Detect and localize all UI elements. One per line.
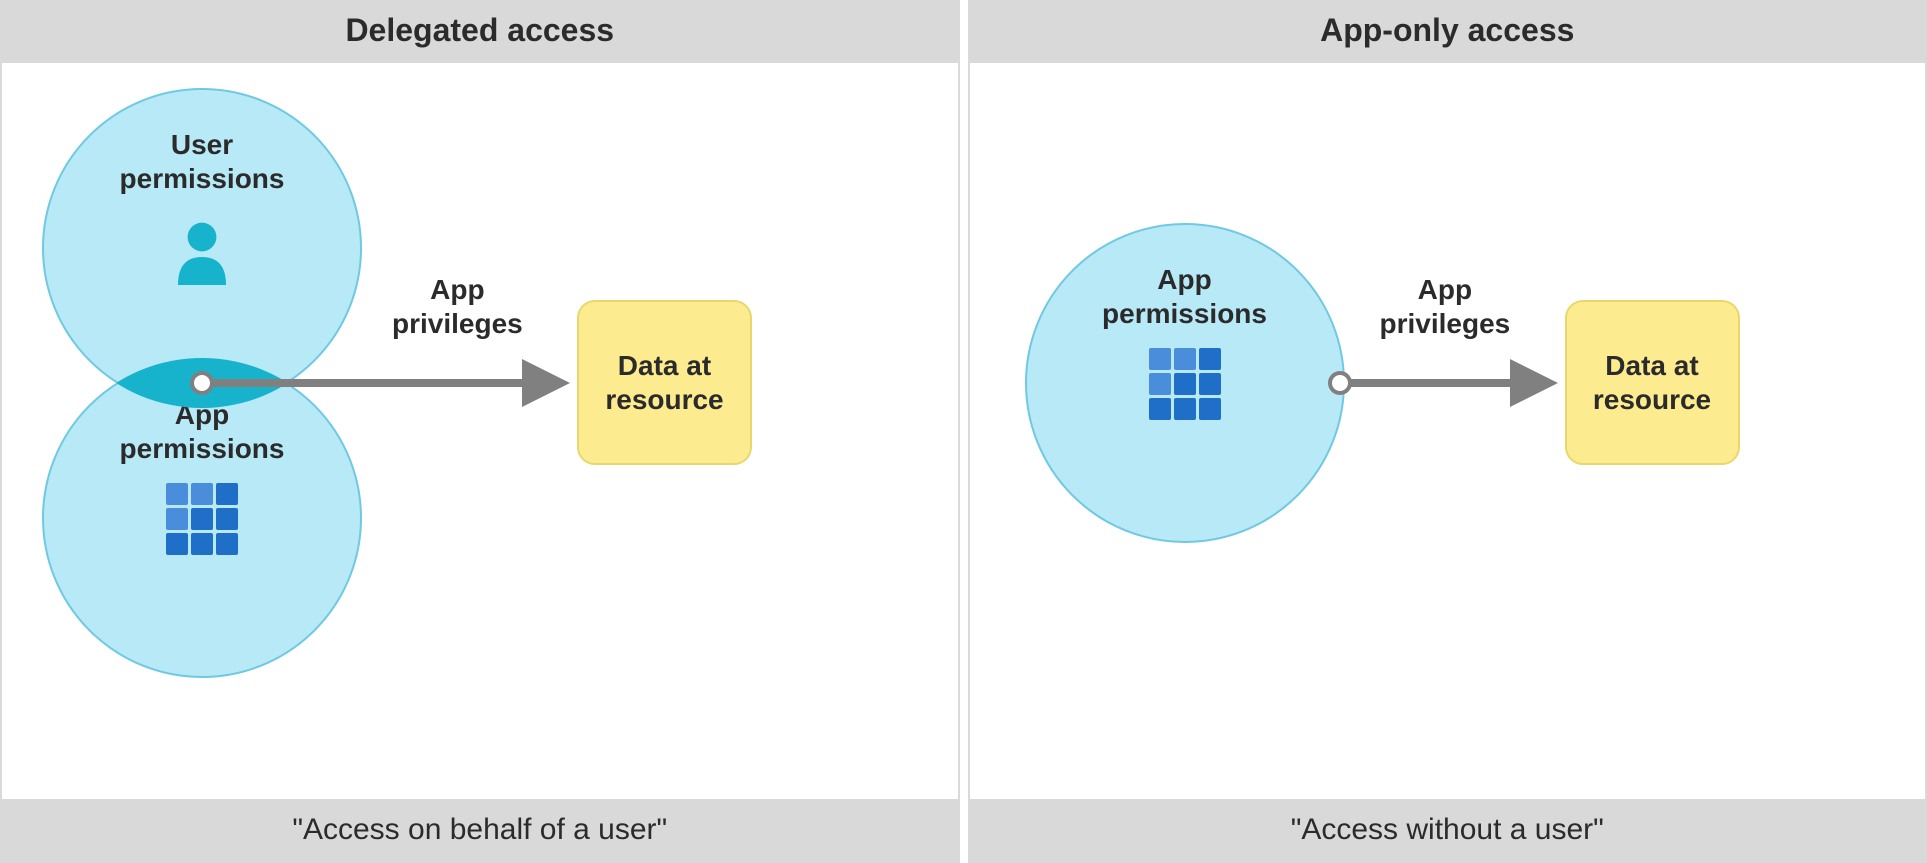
panel-title: Delegated access: [2, 2, 958, 63]
panel-footer: "Access without a user": [970, 799, 1926, 861]
app-only-access-panel: App-only access App permissions App priv…: [968, 0, 1927, 863]
grid-icon: [166, 483, 238, 555]
panel-footer: "Access on behalf of a user": [2, 799, 958, 861]
delegated-access-panel: Delegated access User permissions App pe…: [0, 0, 960, 863]
panel-title: App-only access: [970, 2, 1926, 63]
app-privileges-label: App privileges: [1380, 273, 1511, 340]
circle-label: User permissions: [120, 128, 285, 195]
circle-label: App permissions: [120, 398, 285, 465]
panel-body: User permissions App permissions App pri…: [2, 63, 958, 799]
app-permissions-circle: App permissions: [42, 358, 362, 678]
data-at-resource-box: Data at resource: [577, 300, 752, 465]
app-privileges-label: App privileges: [392, 273, 523, 340]
grid-icon: [1149, 348, 1221, 420]
data-at-resource-box: Data at resource: [1565, 300, 1740, 465]
circle-label: App permissions: [1102, 263, 1267, 330]
app-permissions-circle: App permissions: [1025, 223, 1345, 543]
user-icon: [162, 213, 242, 293]
panel-body: App permissions App privileges Data at re…: [970, 63, 1926, 799]
